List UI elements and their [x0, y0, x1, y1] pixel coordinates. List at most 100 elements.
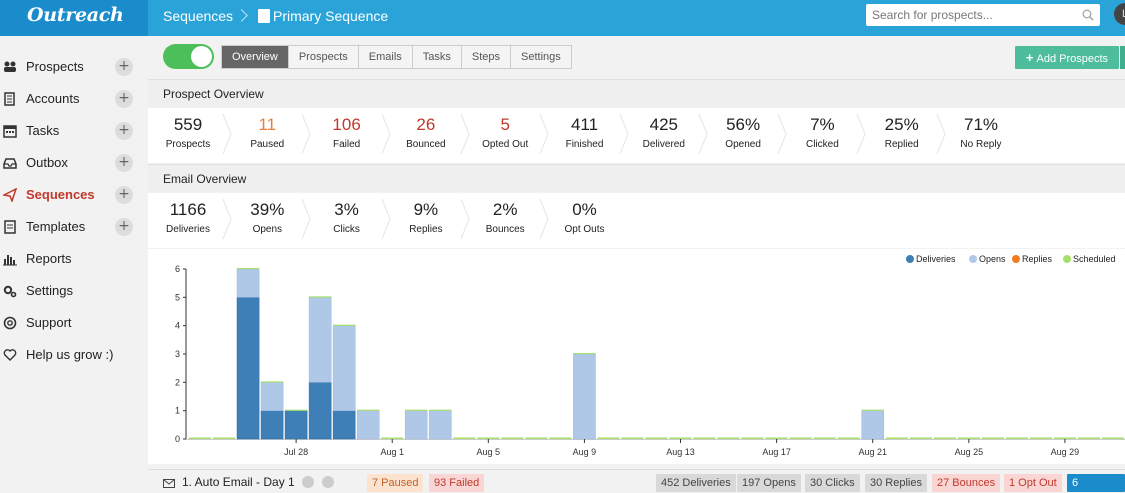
divider-chevron-icon [460, 114, 470, 154]
sidebar-item-support[interactable]: Support [0, 307, 148, 339]
plus-icon: + [1025, 50, 1034, 65]
breadcrumb-sequences[interactable]: Sequences [163, 8, 234, 24]
step-title[interactable]: 1. Auto Email - Day 1 [182, 475, 295, 489]
sidebar-item-sequences[interactable]: Sequences + [0, 179, 148, 211]
tab-prospects[interactable]: Prospects [288, 46, 359, 68]
metric-replies[interactable]: 30 Replies [865, 474, 927, 492]
stat-finished[interactable]: 411 Finished [545, 108, 629, 163]
divider-chevron-icon [381, 114, 391, 154]
sidebar-item-reports[interactable]: Reports [0, 243, 148, 275]
add-icon[interactable]: + [115, 58, 133, 76]
divider-chevron-icon [539, 199, 549, 239]
stat-prospects[interactable]: 559 Prospects [148, 108, 232, 163]
y-tick-label: 6 [175, 264, 180, 274]
stat-paused[interactable]: 11 Paused [227, 108, 311, 163]
add-icon[interactable]: + [115, 154, 133, 172]
user-avatar[interactable]: L [1114, 3, 1125, 25]
bar-scheduled [597, 437, 620, 439]
prospect-overview-title: Prospect Overview [163, 87, 264, 101]
stat-replied[interactable]: 25% Replied [862, 108, 946, 163]
tab-tasks[interactable]: Tasks [412, 46, 462, 68]
metric-deliveries[interactable]: 452 Deliveries [656, 474, 736, 492]
sidebar-item-tasks[interactable]: Tasks + [0, 115, 148, 147]
metric-finished[interactable]: 6 Finished [1067, 474, 1125, 492]
sidebar: Prospects + Accounts + Tasks + Outbox + Sequence… [0, 36, 148, 493]
stat-bounces[interactable]: 2% Bounces [465, 193, 549, 248]
email-overview-title: Email Overview [163, 172, 247, 186]
sequence-step-row[interactable]: 1. Auto Email - Day 1 7 Paused 93 Failed… [148, 469, 1125, 493]
stat-label: No Reply [960, 139, 1002, 150]
search-box[interactable] [866, 4, 1100, 26]
y-tick-label: 4 [175, 321, 180, 331]
send-icon[interactable] [322, 476, 334, 488]
sidebar-item-templates[interactable]: Templates + [0, 211, 148, 243]
sidebar-item-label: Reports [26, 251, 72, 266]
failed-badge[interactable]: 93 Failed [429, 474, 485, 492]
sidebar-item-help-us-grow[interactable]: Help us grow :) [0, 339, 148, 371]
add-icon[interactable]: + [115, 122, 133, 140]
stat-bounced[interactable]: 26 Bounced [386, 108, 470, 163]
stat-opens[interactable]: 39% Opens [227, 193, 311, 248]
stat-label: Deliveries [166, 224, 210, 235]
add-icon[interactable]: + [115, 218, 133, 236]
sidebar-item-label: Prospects [26, 59, 84, 74]
bar-scheduled [621, 437, 644, 439]
tab-emails[interactable]: Emails [358, 46, 413, 68]
bar-deliveries [284, 410, 308, 440]
stat-deliveries[interactable]: 1166 Deliveries [148, 193, 232, 248]
add-prospects-button[interactable]: + Add Prospects [1015, 46, 1119, 69]
top-bar: Outreach Sequences Primary Sequence L [0, 0, 1125, 36]
bar-scheduled [813, 437, 836, 439]
add-icon[interactable]: + [115, 186, 133, 204]
sidebar-item-settings[interactable]: Settings [0, 275, 148, 307]
stat-replies[interactable]: 9% Replies [386, 193, 470, 248]
search-input[interactable] [866, 4, 1066, 26]
stat-delivered[interactable]: 425 Delivered [624, 108, 708, 163]
y-tick-label: 1 [175, 406, 180, 416]
calendar-icon [3, 125, 17, 138]
stat-value: 425 [649, 115, 678, 134]
bar-top-marker [285, 409, 308, 411]
x-tick-label: Aug 17 [762, 447, 791, 457]
stat-no-reply[interactable]: 71% No Reply [941, 108, 1021, 163]
metric-opens[interactable]: 197 Opens [737, 474, 801, 492]
add-prospects-dropdown[interactable] [1120, 46, 1125, 69]
stat-value: 0% [572, 200, 597, 219]
stat-opened[interactable]: 56% Opened [703, 108, 787, 163]
tab-overview[interactable]: Overview [222, 46, 289, 68]
paused-badge[interactable]: 7 Paused [367, 474, 424, 492]
search-icon[interactable] [1082, 9, 1094, 21]
divider-chevron-icon [381, 199, 391, 239]
add-prospects-label: Add Prospects [1036, 53, 1109, 65]
people-icon[interactable] [302, 476, 314, 488]
stat-opted-out[interactable]: 5 Opted Out [465, 108, 549, 163]
metric-clicks[interactable]: 30 Clicks [805, 474, 860, 492]
sidebar-item-outbox[interactable]: Outbox + [0, 147, 148, 179]
stat-value: 2% [492, 200, 518, 219]
tab-steps[interactable]: Steps [461, 46, 512, 68]
outreach-logo[interactable]: Outreach [27, 4, 124, 26]
stat-clicks[interactable]: 3% Clicks [307, 193, 391, 248]
sequence-active-toggle[interactable] [163, 44, 214, 69]
bar-opens [308, 297, 332, 383]
sidebar-item-accounts[interactable]: Accounts + [0, 83, 148, 115]
tab-settings[interactable]: Settings [511, 46, 571, 68]
metric-opt-out[interactable]: 1 Opt Out [1004, 474, 1062, 492]
bar-scheduled [381, 437, 404, 439]
bar-scheduled [933, 437, 956, 439]
stat-value: 1166 [169, 200, 207, 219]
sidebar-item-label: Help us grow :) [26, 347, 114, 362]
stat-label: Opt Outs [564, 224, 605, 235]
metric-bounces[interactable]: 27 Bounces [932, 474, 1001, 492]
stat-failed[interactable]: 106 Failed [307, 108, 391, 163]
logo-area[interactable]: Outreach [0, 0, 148, 36]
sidebar-item-prospects[interactable]: Prospects + [0, 51, 148, 83]
stat-clicked[interactable]: 7% Clicked [782, 108, 866, 163]
bar-top-marker [309, 296, 332, 298]
stat-opt-outs[interactable]: 0% Opt Outs [545, 193, 625, 248]
stat-label: Opened [725, 139, 761, 150]
add-icon[interactable]: + [115, 90, 133, 108]
y-tick-label: 2 [175, 377, 180, 387]
heart-icon [3, 349, 17, 361]
toggle-knob [191, 46, 212, 67]
